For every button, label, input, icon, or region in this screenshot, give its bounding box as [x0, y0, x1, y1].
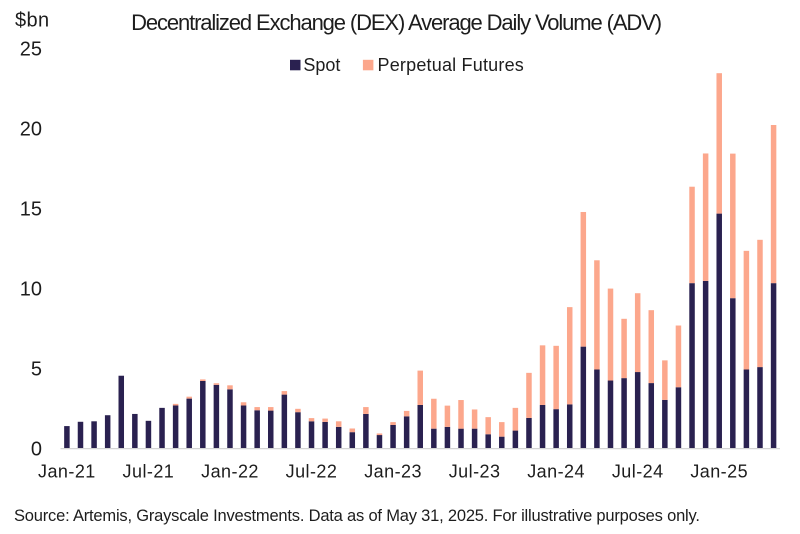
svg-text:Source: Artemis, Grayscale Inv: Source: Artemis, Grayscale Investments. … — [14, 507, 700, 525]
svg-text:Jan-21: Jan-21 — [38, 462, 96, 482]
svg-text:Jan-24: Jan-24 — [527, 462, 585, 482]
svg-text:15: 15 — [20, 199, 42, 221]
svg-text:Jan-23: Jan-23 — [364, 462, 422, 482]
svg-text:Jul-24: Jul-24 — [612, 462, 664, 482]
svg-text:Decentralized Exchange (DEX) A: Decentralized Exchange (DEX) Average Dai… — [131, 10, 661, 35]
svg-text:0: 0 — [31, 438, 42, 460]
svg-text:5: 5 — [31, 358, 42, 380]
svg-text:25: 25 — [20, 39, 42, 61]
svg-text:Jul-21: Jul-21 — [123, 462, 175, 482]
svg-text:Jan-25: Jan-25 — [690, 462, 748, 482]
svg-text:$bn: $bn — [15, 10, 50, 32]
svg-text:Perpetual Futures: Perpetual Futures — [378, 55, 524, 75]
svg-text:Spot: Spot — [303, 55, 340, 75]
svg-text:20: 20 — [20, 119, 42, 141]
svg-text:10: 10 — [20, 278, 42, 300]
svg-text:Jul-23: Jul-23 — [449, 462, 501, 482]
svg-text:Jul-22: Jul-22 — [286, 462, 338, 482]
svg-text:Jan-22: Jan-22 — [201, 462, 259, 482]
